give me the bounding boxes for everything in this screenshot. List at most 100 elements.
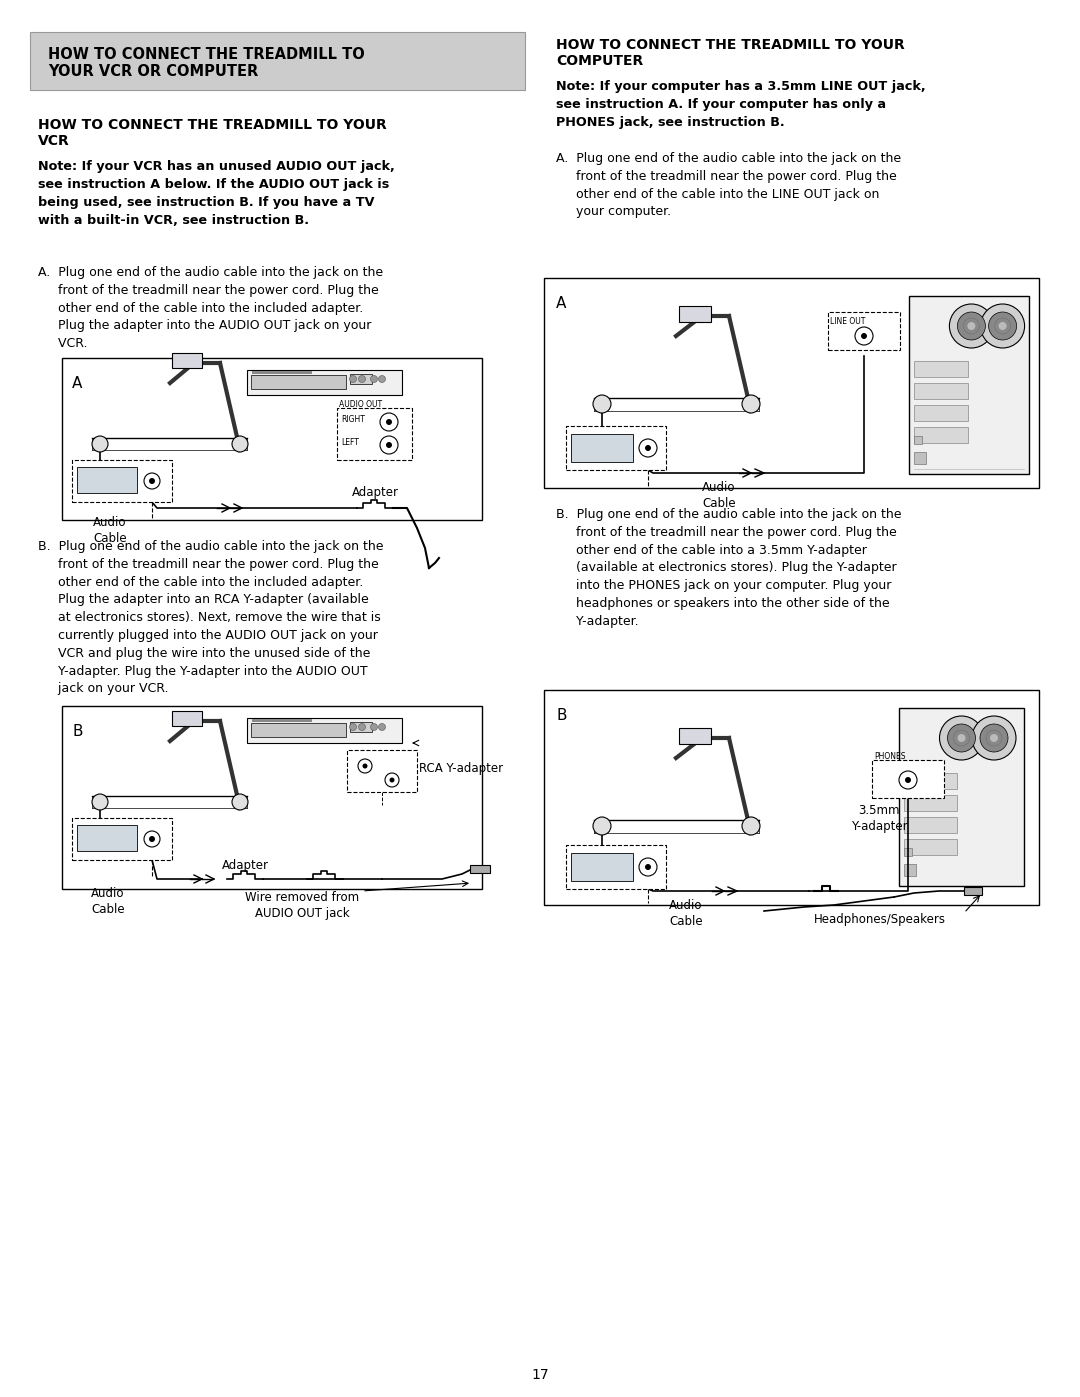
Circle shape [390,778,394,782]
Text: PHONES: PHONES [874,752,905,761]
Bar [899,708,1024,886]
Bar [571,434,633,462]
Circle shape [378,376,386,383]
Circle shape [639,858,657,876]
Circle shape [988,312,1016,339]
Bar [914,360,968,377]
Circle shape [949,305,994,348]
Circle shape [232,436,248,453]
Circle shape [645,446,651,451]
Text: RCA Y-adapter: RCA Y-adapter [419,761,503,775]
Text: B.  Plug one end of the audio cable into the jack on the
     front of the tread: B. Plug one end of the audio cable into … [38,541,383,696]
Circle shape [92,436,108,453]
Circle shape [958,733,966,742]
Circle shape [990,733,998,742]
Bar [350,722,372,732]
Bar [77,467,137,493]
Bar [914,405,968,420]
Bar [571,854,633,882]
Circle shape [742,817,760,835]
Circle shape [742,395,760,414]
Text: B.  Plug one end of the audio cable into the jack on the
     front of the tread: B. Plug one end of the audio cable into … [556,509,902,627]
Circle shape [370,724,378,731]
Circle shape [144,831,160,847]
Circle shape [359,376,365,383]
Circle shape [999,321,1007,330]
Circle shape [384,773,399,787]
Circle shape [380,436,399,454]
Bar [247,718,402,743]
Bar [347,750,417,792]
Circle shape [378,724,386,731]
Bar [77,826,137,851]
Bar [914,383,968,400]
Circle shape [593,817,611,835]
Bar [566,426,666,469]
Text: LEFT: LEFT [341,439,359,447]
Bar [251,374,346,388]
Bar [872,760,944,798]
Bar [62,705,482,888]
Bar [904,848,912,856]
Bar [172,353,202,367]
Bar [252,372,312,374]
Circle shape [855,327,873,345]
Text: Note: If your computer has a 3.5mm LINE OUT jack,
see instruction A. If your com: Note: If your computer has a 3.5mm LINE … [556,80,926,129]
Bar [470,865,490,873]
Text: A.  Plug one end of the audio cable into the jack on the
     front of the tread: A. Plug one end of the audio cable into … [38,265,383,351]
Circle shape [645,863,651,870]
Text: Audio
Cable: Audio Cable [670,900,703,928]
Circle shape [149,835,156,842]
Text: Adapter: Adapter [351,486,399,499]
Bar [544,690,1039,905]
Text: YOUR VCR OR COMPUTER: YOUR VCR OR COMPUTER [48,64,258,80]
Bar [679,306,711,321]
Bar [914,427,968,443]
Bar [251,724,346,738]
Text: Audio
Cable: Audio Cable [702,481,735,510]
Bar [904,840,957,855]
Bar [904,863,916,876]
Bar [247,370,402,395]
Text: COMPUTER: COMPUTER [556,54,644,68]
Text: A.  Plug one end of the audio cable into the jack on the
     front of the tread: A. Plug one end of the audio cable into … [556,152,901,218]
Bar [30,32,525,89]
Text: Audio
Cable: Audio Cable [93,515,126,545]
Text: Adapter: Adapter [221,859,269,872]
Bar [62,358,482,520]
Circle shape [232,793,248,810]
Circle shape [357,759,372,773]
Bar [909,296,1029,474]
Circle shape [144,474,160,489]
Text: LINE OUT: LINE OUT [831,317,865,326]
Circle shape [905,777,912,782]
Text: B: B [556,708,567,724]
Circle shape [639,439,657,457]
Circle shape [370,376,378,383]
Bar [828,312,900,351]
Text: AUDIO OUT: AUDIO OUT [339,400,382,409]
Bar [679,728,711,745]
Text: 17: 17 [531,1368,549,1382]
Circle shape [363,764,367,768]
Bar [914,453,926,464]
Bar [566,845,666,888]
Circle shape [350,724,356,731]
Circle shape [359,724,365,731]
Bar [337,408,411,460]
Bar [72,460,172,502]
Text: B: B [72,724,82,739]
Text: HOW TO CONNECT THE TREADMILL TO: HOW TO CONNECT THE TREADMILL TO [48,47,365,61]
Circle shape [380,414,399,432]
Circle shape [386,441,392,448]
Circle shape [861,332,867,339]
Text: Note: If your VCR has an unused AUDIO OUT jack,
see instruction A below. If the : Note: If your VCR has an unused AUDIO OU… [38,161,395,226]
Text: Audio
Cable: Audio Cable [91,887,125,916]
Circle shape [957,312,985,339]
Circle shape [92,793,108,810]
Circle shape [981,305,1025,348]
Text: Wire removed from
AUDIO OUT jack: Wire removed from AUDIO OUT jack [245,891,359,921]
Text: 3.5mm
Y-adapter: 3.5mm Y-adapter [851,805,907,833]
Circle shape [940,717,984,760]
Circle shape [980,724,1008,752]
